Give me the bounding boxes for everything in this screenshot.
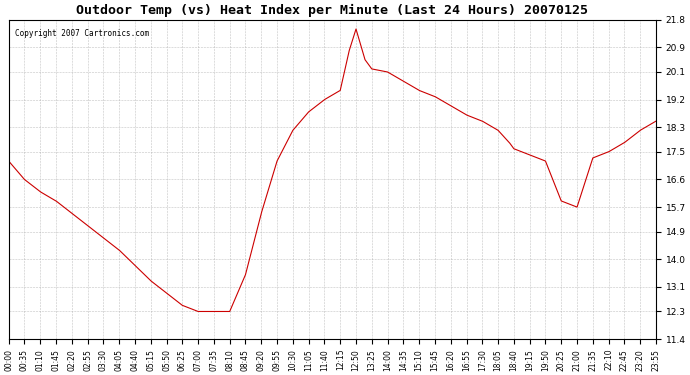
Text: Copyright 2007 Cartronics.com: Copyright 2007 Cartronics.com — [15, 29, 149, 38]
Title: Outdoor Temp (vs) Heat Index per Minute (Last 24 Hours) 20070125: Outdoor Temp (vs) Heat Index per Minute … — [77, 4, 589, 17]
